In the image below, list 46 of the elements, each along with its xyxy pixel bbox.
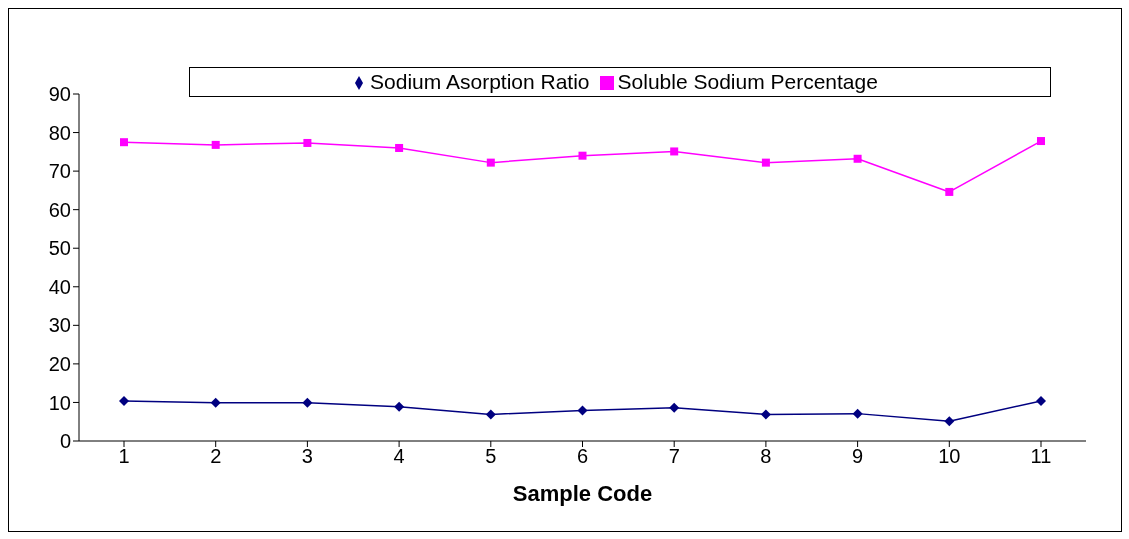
y-tick-label: 20 bbox=[48, 352, 71, 375]
x-tick-label: 11 bbox=[1030, 445, 1052, 468]
point bbox=[760, 409, 771, 420]
x-tick-label: 2 bbox=[210, 445, 222, 468]
point bbox=[670, 147, 679, 156]
point bbox=[486, 158, 495, 167]
x-tick-label: 10 bbox=[938, 445, 961, 468]
y-tick-label: 10 bbox=[48, 391, 71, 414]
point bbox=[303, 138, 312, 147]
point bbox=[1036, 395, 1046, 406]
point bbox=[761, 158, 770, 167]
point bbox=[945, 187, 954, 196]
point bbox=[852, 408, 863, 419]
legend-label: Soluble Sodium Percentage bbox=[617, 70, 878, 93]
legend-label: Sodium Asorption Ratio bbox=[370, 70, 590, 93]
point bbox=[1037, 137, 1045, 146]
point bbox=[669, 402, 680, 413]
x-tick-label: 6 bbox=[576, 445, 589, 468]
x-tick-label: 5 bbox=[485, 445, 497, 468]
y-tick-label: 60 bbox=[48, 198, 71, 221]
point bbox=[944, 416, 955, 427]
point bbox=[211, 140, 220, 149]
y-tick-label: 70 bbox=[48, 160, 71, 183]
y-tick-label: 90 bbox=[48, 83, 71, 106]
point bbox=[119, 395, 129, 406]
point bbox=[120, 138, 128, 147]
point bbox=[577, 405, 588, 416]
x-tick-label: 3 bbox=[301, 445, 313, 468]
x-tick-label: 7 bbox=[668, 445, 680, 468]
x-tick-label: 8 bbox=[760, 445, 772, 468]
point bbox=[394, 401, 405, 412]
y-tick-label: 0 bbox=[59, 430, 71, 453]
point bbox=[395, 143, 404, 152]
point bbox=[485, 409, 496, 420]
y-tick-label: 50 bbox=[48, 237, 71, 260]
x-axis-title: Sample Code bbox=[512, 481, 653, 506]
point bbox=[853, 154, 862, 163]
point bbox=[578, 151, 587, 160]
x-tick-label: 9 bbox=[852, 445, 864, 468]
point bbox=[302, 397, 313, 408]
y-tick-label: 40 bbox=[48, 275, 71, 298]
y-tick-label: 80 bbox=[48, 121, 71, 144]
x-tick-label: 4 bbox=[393, 445, 405, 468]
x-tick-label: 1 bbox=[118, 445, 130, 468]
point bbox=[210, 397, 221, 408]
y-tick-label: 30 bbox=[48, 314, 71, 337]
